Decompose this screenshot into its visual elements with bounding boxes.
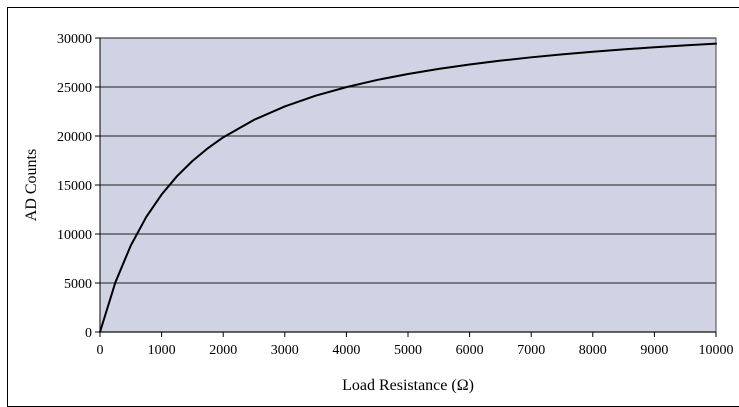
x-tick-label: 7000 bbox=[517, 343, 545, 358]
x-tick-label: 10000 bbox=[699, 343, 734, 358]
y-tick-label: 5000 bbox=[64, 277, 92, 292]
x-axis-title: Load Resistance (Ω) bbox=[342, 377, 474, 394]
x-tick-label: 8000 bbox=[579, 343, 607, 358]
x-tick-labels: 0 1000 2000 3000 4000 5000 6000 7000 8000 9000 100… bbox=[97, 343, 734, 358]
axes bbox=[95, 37, 717, 337]
y-axis-title: AD Counts bbox=[23, 149, 40, 221]
y-tick-label: 15000 bbox=[57, 179, 92, 194]
y-tick-label: 10000 bbox=[57, 228, 92, 243]
x-tick-label: 1000 bbox=[148, 343, 176, 358]
x-tick-label: 9000 bbox=[640, 343, 668, 358]
y-tick-labels: 0 5000 10000 15000 20000 25000 30000 bbox=[57, 32, 92, 341]
y-tick-label: 30000 bbox=[57, 32, 92, 47]
x-tick-label: 6000 bbox=[456, 343, 484, 358]
x-tick-label: 4000 bbox=[332, 343, 360, 358]
y-tick-label: 25000 bbox=[57, 81, 92, 96]
x-tick-label: 2000 bbox=[209, 343, 237, 358]
x-tick-label: 5000 bbox=[394, 343, 422, 358]
y-tick-label: 20000 bbox=[57, 130, 92, 145]
y-tick-label: 0 bbox=[85, 326, 92, 341]
x-tick-label: 3000 bbox=[271, 343, 299, 358]
chart-frame: 0 5000 10000 15000 20000 25000 30000 0 1000 2000… bbox=[7, 7, 739, 407]
series-layer bbox=[99, 42, 717, 333]
x-tick-label: 0 bbox=[97, 343, 104, 358]
line-chart: 0 5000 10000 15000 20000 25000 30000 0 1000 2000… bbox=[23, 32, 734, 394]
series-line bbox=[99, 42, 717, 333]
